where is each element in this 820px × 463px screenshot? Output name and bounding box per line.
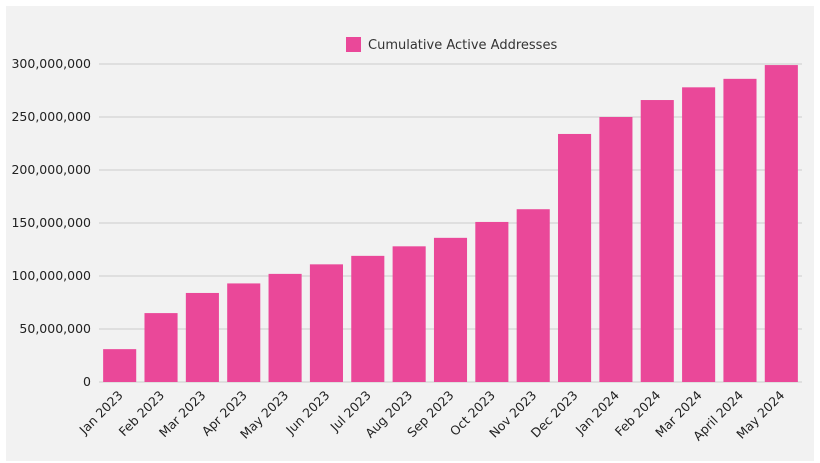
bar-chart: Cumulative Active Addresses 0 50,000,000 1… (11, 37, 802, 444)
bar (227, 283, 261, 382)
bar (599, 117, 633, 382)
y-tick-label: 150,000,000 (11, 215, 91, 230)
bar (309, 264, 343, 382)
y-tick-label: 100,000,000 (11, 268, 91, 283)
bar (392, 246, 426, 382)
bar (268, 273, 302, 382)
bar (640, 100, 674, 382)
y-axis: 0 50,000,000 100,000,000 150,000,000 200,000… (11, 56, 91, 389)
bar (433, 237, 468, 382)
legend-label: Cumulative Active Addresses (368, 38, 557, 53)
bar (475, 221, 509, 382)
bar (723, 78, 757, 382)
bar (558, 133, 592, 382)
bar (764, 65, 798, 382)
bars (103, 65, 798, 382)
chart-container: Cumulative Active Addresses 0 50,000,000 1… (6, 6, 814, 461)
bar (144, 313, 178, 382)
bar (185, 292, 219, 382)
y-tick-label: 50,000,000 (19, 321, 91, 336)
x-tick-label: Jun 2023 (282, 388, 332, 438)
bar (682, 87, 716, 382)
y-tick-label: 200,000,000 (11, 162, 91, 177)
y-tick-label: 250,000,000 (11, 109, 91, 124)
y-tick-label: 0 (83, 374, 91, 389)
bar (516, 209, 550, 382)
y-tick-label: 300,000,000 (11, 56, 91, 71)
legend: Cumulative Active Addresses (346, 37, 557, 53)
bar (351, 255, 385, 382)
legend-swatch (346, 37, 361, 52)
bar (103, 349, 137, 382)
